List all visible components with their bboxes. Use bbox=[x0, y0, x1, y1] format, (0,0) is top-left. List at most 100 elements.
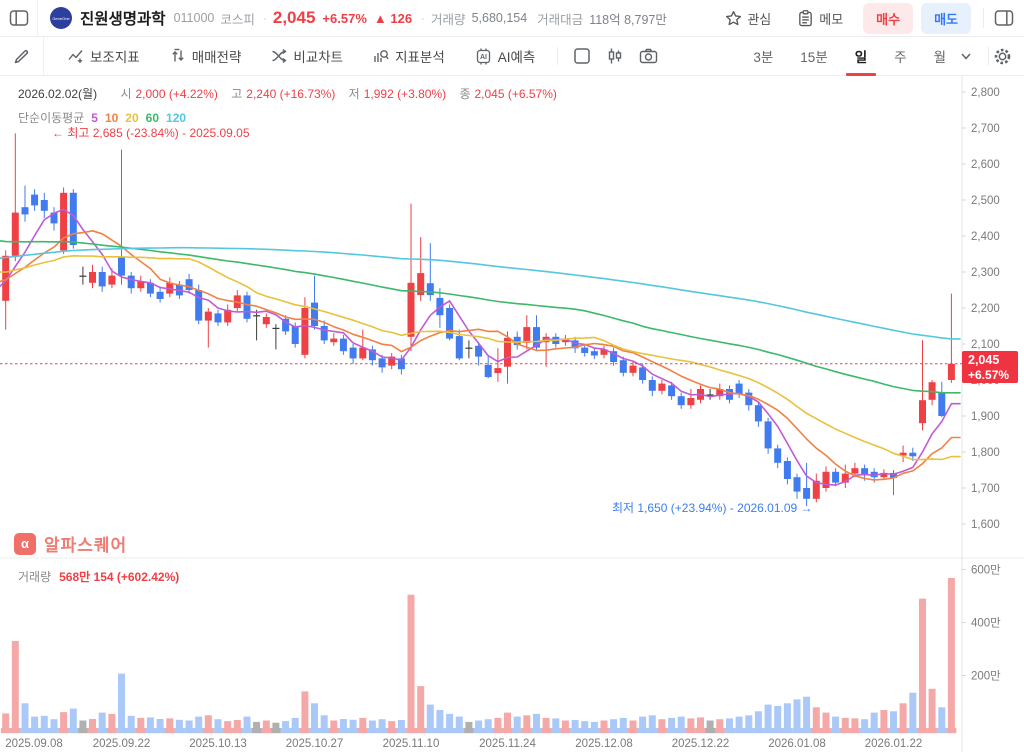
ma-line-60 bbox=[0, 240, 961, 394]
stock-name: 진원생명과학 bbox=[80, 11, 166, 28]
memo-button[interactable]: 메모 bbox=[791, 8, 849, 29]
svg-text:1,800: 1,800 bbox=[971, 447, 1000, 459]
camera-snapshot-icon[interactable] bbox=[639, 47, 658, 65]
arrows-updown-icon bbox=[171, 48, 184, 62]
ma-20: 20 bbox=[125, 111, 139, 125]
settings-gear-icon[interactable] bbox=[993, 47, 1012, 66]
trading-strategy-button[interactable]: 매매전략 bbox=[164, 45, 248, 67]
volume-bars bbox=[2, 578, 955, 729]
price-axis-labels: 2,800 2,700 2,600 2,500 2,400 2,300 2,200 2,100… bbox=[962, 87, 1000, 531]
ma-120: 120 bbox=[166, 111, 187, 125]
header-price: 2,045 bbox=[272, 8, 316, 27]
header-change-amount: ▲ 126 bbox=[373, 10, 413, 26]
sidebar-toggle-icon[interactable] bbox=[0, 0, 38, 36]
svg-text:2025.12.22: 2025.12.22 bbox=[672, 738, 730, 750]
ma-line-20 bbox=[0, 255, 961, 461]
ma-line-10 bbox=[0, 230, 961, 481]
timeframe-3min[interactable]: 3분 bbox=[747, 45, 779, 67]
indicators-button[interactable]: 보조지표 bbox=[62, 45, 146, 67]
svg-text:1,700: 1,700 bbox=[971, 483, 1000, 495]
watermark-text: 알파스퀘어 bbox=[44, 536, 128, 555]
chart-date: 2026.02.02(월) bbox=[18, 87, 98, 101]
trendline-plus-icon bbox=[68, 50, 83, 63]
market-label: 코스피 bbox=[220, 12, 255, 27]
volume-value: 568만 154 (+602.42%) bbox=[59, 570, 180, 584]
bars-magnifier-icon bbox=[374, 50, 389, 62]
chart-toolbar: 보조지표 매매전략 비교차트 지표분석 AI AI예측 3분 15분 일 주 월 bbox=[0, 37, 1024, 76]
timeframe-day[interactable]: 일 bbox=[845, 45, 877, 76]
candles bbox=[2, 133, 955, 506]
volume-axis-labels: 600만 400만 200만 bbox=[962, 564, 1001, 683]
svg-text:2,600: 2,600 bbox=[971, 159, 1000, 171]
header-change-pct: +6.57% bbox=[322, 10, 367, 26]
open-value: 2,000 (+4.22%) bbox=[135, 87, 218, 101]
ma-5: 5 bbox=[91, 111, 98, 125]
volume-stat: 5,680,154 bbox=[471, 11, 528, 25]
drawing-pencil-icon[interactable] bbox=[0, 37, 44, 75]
ma-line-120 bbox=[0, 246, 961, 340]
right-panel-toggle-icon[interactable] bbox=[994, 8, 1014, 28]
svg-text:2,400: 2,400 bbox=[971, 231, 1000, 243]
ma-10: 10 bbox=[104, 111, 119, 125]
svg-text:2,700: 2,700 bbox=[971, 123, 1000, 135]
volume-info-line: 거래량 568만 154 (+602.42%) bbox=[18, 570, 180, 584]
candle-color-strip bbox=[0, 728, 957, 734]
stock-logo: GeneOne bbox=[50, 7, 72, 29]
svg-text:400만: 400만 bbox=[971, 617, 1001, 630]
star-icon bbox=[726, 10, 742, 25]
svg-text:1,600: 1,600 bbox=[971, 519, 1000, 531]
svg-text:2025.09.08: 2025.09.08 bbox=[5, 738, 63, 750]
annotation-highest: ← 최고 2,685 (-23.84%) - 2025.09.05 bbox=[52, 126, 250, 140]
buy-button[interactable]: 매수 bbox=[863, 2, 914, 34]
svg-text:2,300: 2,300 bbox=[971, 267, 1000, 279]
svg-text:2025.11.10: 2025.11.10 bbox=[383, 738, 440, 750]
timeframe-15min[interactable]: 15분 bbox=[794, 45, 833, 67]
ma-60: 60 bbox=[145, 111, 160, 125]
chart-type-candle-icon[interactable] bbox=[606, 47, 624, 65]
timeframe-week[interactable]: 주 bbox=[888, 45, 912, 67]
ma-line-5 bbox=[0, 208, 961, 486]
svg-text:2025.09.22: 2025.09.22 bbox=[93, 738, 151, 750]
sell-button[interactable]: 매도 bbox=[921, 2, 971, 34]
memo-icon bbox=[799, 9, 813, 26]
turnover-label: 거래대금 bbox=[537, 12, 584, 27]
svg-text:2025.10.13: 2025.10.13 bbox=[189, 738, 247, 750]
close-value: 2,045 (+6.57%) bbox=[474, 87, 557, 101]
svg-text:2025.11.24: 2025.11.24 bbox=[479, 738, 536, 750]
ai-forecast-button[interactable]: AI AI예측 bbox=[469, 45, 542, 67]
ai-chip-icon: AI bbox=[476, 48, 490, 64]
low-value: 1,992 (+3.80%) bbox=[363, 87, 447, 101]
stock-code: 011000 bbox=[173, 11, 215, 25]
svg-text:2025.10.27: 2025.10.27 bbox=[286, 738, 344, 750]
svg-text:200만: 200만 bbox=[971, 670, 1001, 683]
high-value: 2,240 (+16.73%) bbox=[246, 87, 336, 101]
header: GeneOne 진원생명과학 011000 코스피 · 2,045 +6.57%… bbox=[0, 0, 1024, 37]
date-axis-labels: 2025.09.08 2025.09.22 2025.10.13 2025.10.27… bbox=[5, 738, 922, 750]
layout-select-icon[interactable] bbox=[573, 47, 591, 65]
current-price-badge: 2,045 +6.57% bbox=[962, 351, 1018, 383]
timeframe-month[interactable]: 월 bbox=[928, 45, 952, 67]
svg-text:1,900: 1,900 bbox=[971, 411, 1000, 423]
svg-text:2026.01.22: 2026.01.22 bbox=[865, 738, 923, 750]
ohlc-info-line: 2026.02.02(월) 시 2,000 (+4.22%) 고 2,240 (+1… bbox=[18, 87, 557, 101]
svg-text:2025.12.08: 2025.12.08 bbox=[575, 738, 633, 750]
svg-text:2,200: 2,200 bbox=[971, 303, 1000, 315]
svg-text:600만: 600만 bbox=[971, 564, 1001, 577]
alphasquare-watermark: α 알파스퀘어 bbox=[14, 531, 127, 556]
volume-label: 거래량 bbox=[431, 12, 466, 27]
timeframe-dropdown-chevron-icon[interactable] bbox=[960, 50, 972, 62]
shuffle-icon bbox=[272, 48, 288, 64]
ma-legend: 단순이동평균 5 10 20 60 120 bbox=[18, 111, 187, 125]
indicator-analysis-button[interactable]: 지표분석 bbox=[367, 45, 451, 67]
watchlist-button[interactable]: 관심 bbox=[719, 8, 777, 29]
svg-text:AI: AI bbox=[480, 54, 487, 61]
compare-chart-button[interactable]: 비교차트 bbox=[265, 45, 349, 67]
svg-text:2,500: 2,500 bbox=[971, 195, 1000, 207]
svg-text:2026.01.08: 2026.01.08 bbox=[768, 738, 826, 750]
alphasquare-logo-icon: α bbox=[14, 532, 36, 555]
annotation-lowest: 최저 1,650 (+23.94%) - 2026.01.09 → bbox=[612, 501, 813, 515]
svg-text:2,100: 2,100 bbox=[971, 339, 1000, 351]
turnover-stat: 118억 8,797만 bbox=[589, 12, 667, 27]
